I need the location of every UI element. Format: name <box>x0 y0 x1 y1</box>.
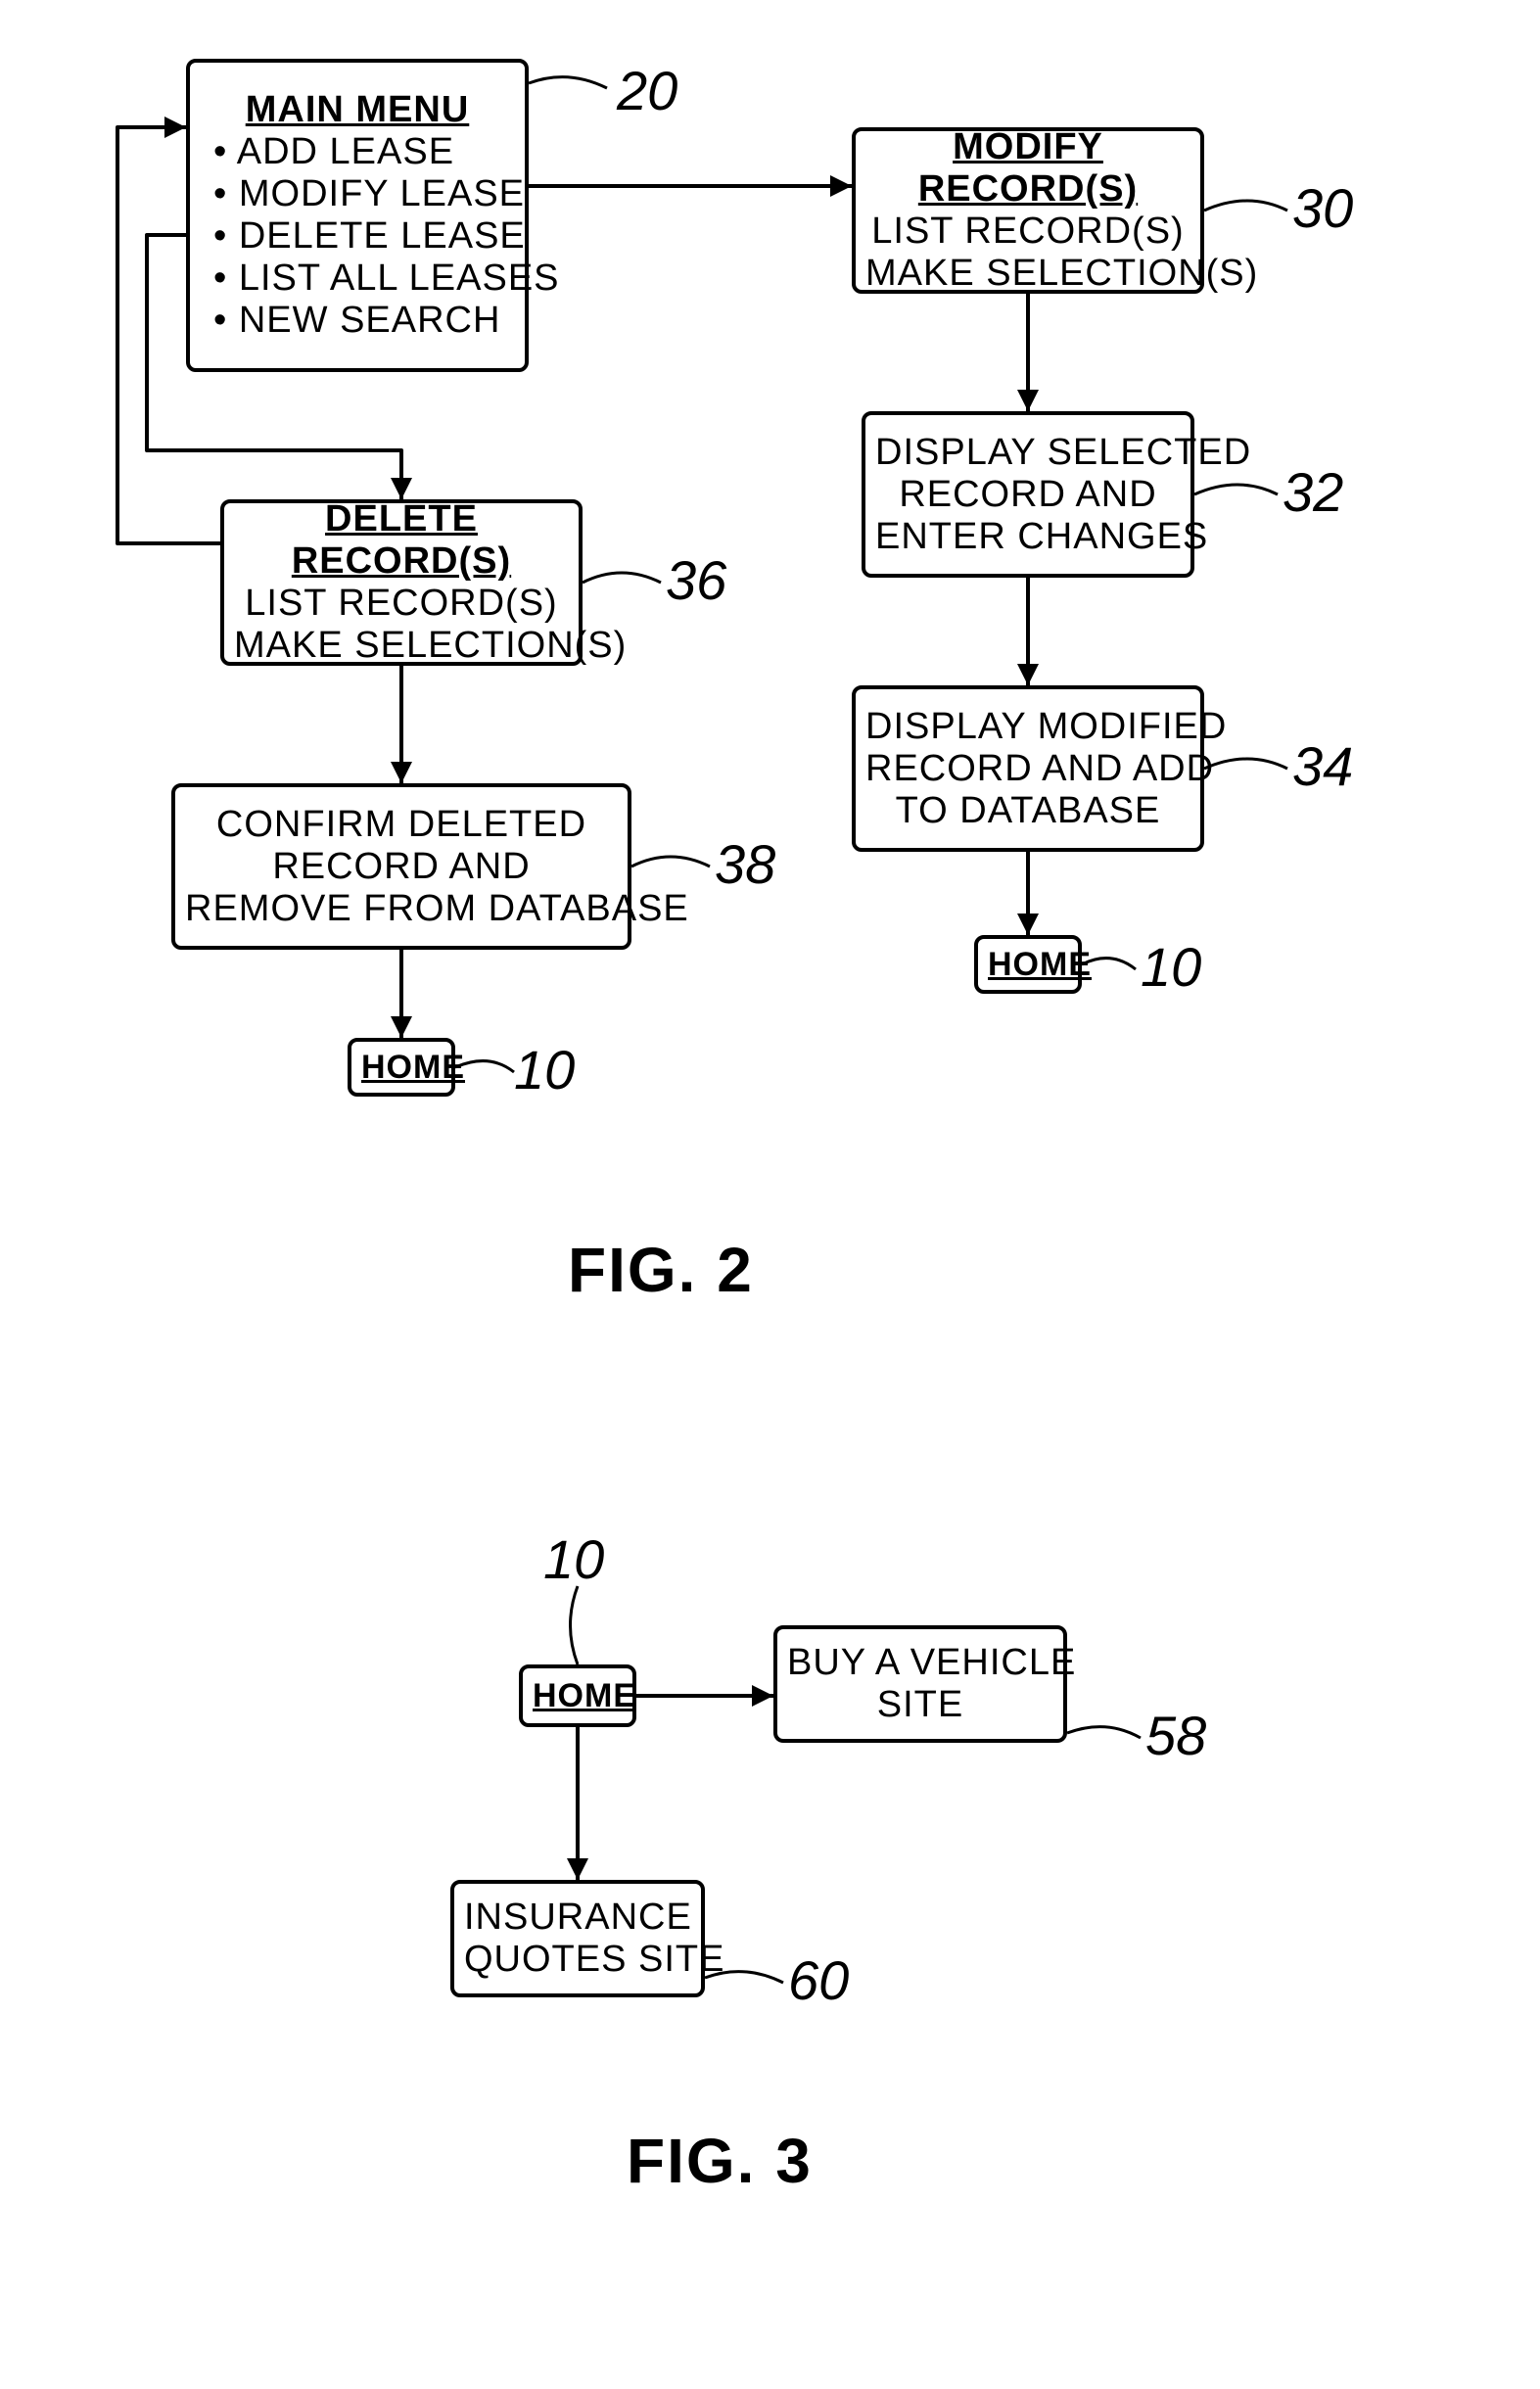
node-main_menu: MAIN MENU• ADD LEASE• MODIFY LEASE• DELE… <box>186 59 529 372</box>
node-display_modified-line: RECORD AND ADD <box>865 748 1190 790</box>
node-main_menu-item: • LIST ALL LEASES <box>213 258 515 300</box>
node-main_menu-item: • ADD LEASE <box>213 131 515 173</box>
ref-home_right: 10 <box>1141 935 1201 999</box>
node-main_menu-item: • MODIFY LEASE <box>213 173 515 215</box>
node-modify_records-title: MODIFY RECORD(S) <box>865 126 1190 211</box>
node-display_modified-line: DISPLAY MODIFIED <box>865 706 1190 748</box>
node-display_selected-line: DISPLAY SELECTED <box>875 432 1181 474</box>
node-confirm_deleted-line: RECORD AND <box>185 846 618 888</box>
node-display_modified: DISPLAY MODIFIEDRECORD AND ADDTO DATABAS… <box>852 685 1204 852</box>
node-modify_records: MODIFY RECORD(S)LIST RECORD(S)MAKE SELEC… <box>852 127 1204 294</box>
node-insurance-line: INSURANCE <box>464 1897 691 1939</box>
node-home: HOME <box>519 1664 636 1727</box>
node-confirm_deleted: CONFIRM DELETEDRECORD ANDREMOVE FROM DAT… <box>171 783 631 950</box>
node-delete_records: DELETE RECORD(S)LIST RECORD(S)MAKE SELEC… <box>220 499 583 666</box>
ref-confirm_deleted: 38 <box>715 832 775 896</box>
node-display_selected-line: ENTER CHANGES <box>875 516 1181 558</box>
node-home_left: HOME <box>348 1038 455 1097</box>
node-buy_vehicle-line: BUY A VEHICLE <box>787 1642 1053 1684</box>
figure-label: FIG. 2 <box>568 1234 754 1306</box>
node-display_selected: DISPLAY SELECTEDRECORD ANDENTER CHANGES <box>862 411 1194 578</box>
node-delete_records-line: LIST RECORD(S) <box>234 583 569 625</box>
ref-display_selected: 32 <box>1283 460 1343 524</box>
ref-home: 10 <box>543 1527 604 1591</box>
node-modify_records-line: MAKE SELECTION(S) <box>865 253 1190 295</box>
figure-label: FIG. 3 <box>627 2125 813 2197</box>
node-display_selected-line: RECORD AND <box>875 474 1181 516</box>
ref-main_menu: 20 <box>617 59 677 122</box>
node-confirm_deleted-line: CONFIRM DELETED <box>185 804 618 846</box>
node-delete_records-line: MAKE SELECTION(S) <box>234 625 569 667</box>
node-delete_records-title: DELETE RECORD(S) <box>234 498 569 583</box>
node-home-title: HOME <box>533 1677 623 1715</box>
node-display_modified-line: TO DATABASE <box>865 790 1190 832</box>
node-insurance: INSURANCEQUOTES SITE <box>450 1880 705 1997</box>
node-insurance-line: QUOTES SITE <box>464 1939 691 1981</box>
ref-insurance: 60 <box>788 1948 849 2012</box>
node-main_menu-item: • NEW SEARCH <box>213 300 515 342</box>
node-main_menu-title: MAIN MENU <box>200 89 515 131</box>
node-buy_vehicle-line: SITE <box>787 1684 1053 1726</box>
node-home_right: HOME <box>974 935 1082 994</box>
ref-home_left: 10 <box>514 1038 575 1101</box>
ref-display_modified: 34 <box>1292 734 1353 798</box>
node-main_menu-item: • DELETE LEASE <box>213 215 515 258</box>
ref-delete_records: 36 <box>666 548 726 612</box>
node-home_left-title: HOME <box>361 1049 442 1087</box>
node-main_menu-items: • ADD LEASE• MODIFY LEASE• DELETE LEASE•… <box>200 131 515 342</box>
ref-buy_vehicle: 58 <box>1145 1704 1206 1767</box>
node-buy_vehicle: BUY A VEHICLESITE <box>773 1625 1067 1743</box>
node-home_right-title: HOME <box>988 946 1068 984</box>
ref-modify_records: 30 <box>1292 176 1353 240</box>
node-modify_records-line: LIST RECORD(S) <box>865 211 1190 253</box>
node-confirm_deleted-line: REMOVE FROM DATABASE <box>185 888 618 930</box>
